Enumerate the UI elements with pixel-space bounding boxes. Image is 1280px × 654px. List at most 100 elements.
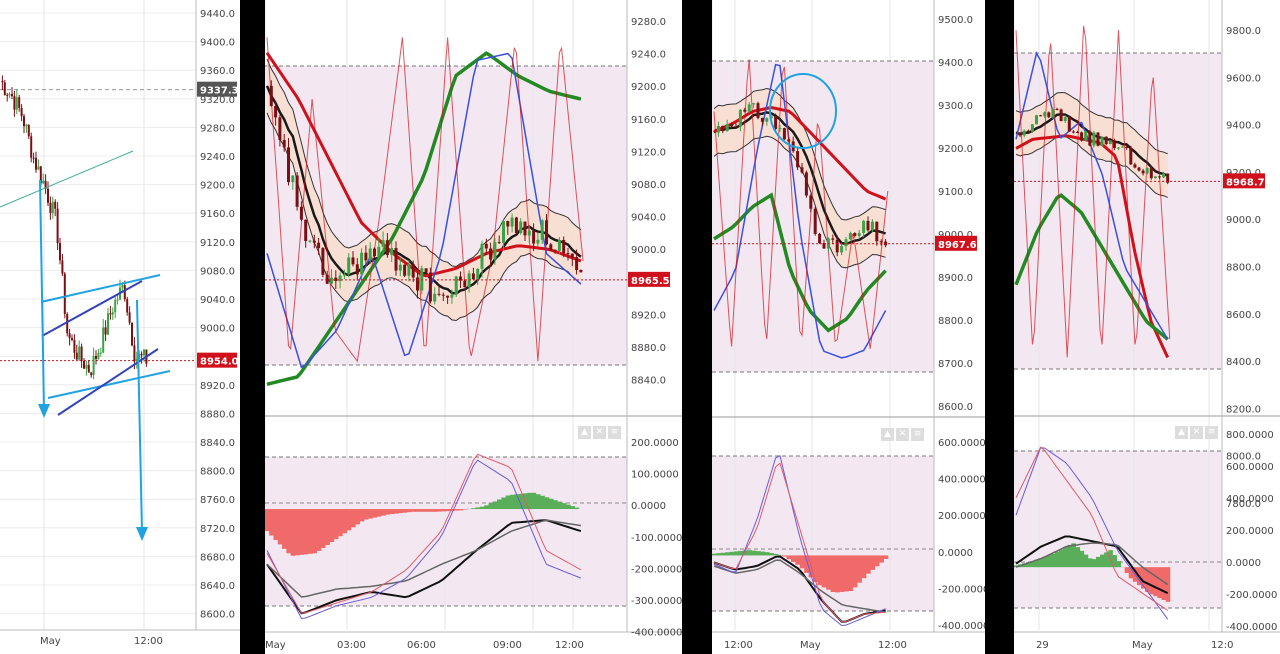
candle bbox=[527, 230, 531, 236]
indicator-move-up-icon[interactable]: ▲ bbox=[578, 426, 591, 439]
histogram-bar bbox=[337, 509, 343, 537]
histogram-bar bbox=[415, 509, 421, 512]
bollinger-band bbox=[714, 88, 886, 268]
histogram-bar bbox=[1112, 555, 1117, 568]
candle bbox=[1158, 176, 1161, 178]
candle bbox=[95, 355, 97, 359]
histogram-bar bbox=[1153, 567, 1158, 597]
candle bbox=[848, 233, 852, 240]
histogram-bar bbox=[484, 505, 489, 510]
histogram-bar bbox=[294, 509, 300, 556]
candle bbox=[514, 217, 518, 234]
green-oscillator-line bbox=[266, 51, 582, 386]
candle bbox=[27, 124, 30, 137]
histogram-bar bbox=[307, 509, 313, 554]
candle bbox=[844, 239, 848, 247]
stoch-red bbox=[266, 453, 582, 614]
indicator-settings-icon[interactable]: ≡ bbox=[1205, 426, 1218, 439]
y-axis-tick: 8700.0 bbox=[938, 359, 973, 370]
histogram-bar bbox=[755, 551, 761, 556]
histogram-bar bbox=[389, 509, 395, 515]
candle bbox=[11, 93, 13, 97]
candle bbox=[123, 285, 126, 300]
y-axis-tick: 9400.0 bbox=[938, 58, 973, 69]
chart-panel-3-svg[interactable]: 9500.0 9400.0 9300.0 9200.0 9100.0 9000.0 8900… bbox=[712, 0, 985, 654]
candle bbox=[368, 248, 372, 261]
chart-panel-2-svg[interactable]: 9280.0 9240.0 9200.0 9160.0 9120.0 9080.0 9040… bbox=[265, 0, 682, 654]
indicator-settings-icon[interactable]: ≡ bbox=[608, 426, 621, 439]
candle bbox=[553, 249, 557, 251]
candle bbox=[23, 116, 25, 127]
candle bbox=[782, 128, 786, 140]
blue-oscillator-line bbox=[266, 52, 582, 369]
y-axis-tick: 8760.0 bbox=[200, 495, 235, 506]
indicator-axis-tick: -200.0000 bbox=[938, 584, 985, 595]
histogram-bar bbox=[1116, 561, 1122, 568]
candle bbox=[532, 230, 536, 244]
indicator-shaded-zone bbox=[1014, 451, 1222, 608]
candle bbox=[1071, 131, 1075, 133]
current-price-tag-bg bbox=[1223, 173, 1265, 189]
channel-line-lower bbox=[47, 370, 171, 399]
candle bbox=[56, 208, 59, 244]
candle bbox=[287, 147, 290, 183]
y-axis-tick: 8840.0 bbox=[200, 438, 235, 449]
indicator-move-up-icon[interactable]: ▲ bbox=[881, 428, 894, 441]
candle bbox=[570, 253, 574, 258]
indicator-close-icon[interactable]: ✕ bbox=[593, 426, 606, 439]
candle bbox=[471, 273, 475, 280]
candle bbox=[334, 277, 338, 282]
candle bbox=[1100, 136, 1104, 146]
histogram-bar bbox=[712, 553, 717, 556]
candle bbox=[1063, 117, 1067, 122]
candle bbox=[347, 257, 351, 275]
histogram-bar bbox=[372, 509, 378, 518]
chart-panel-1-svg[interactable]: 9440.0 9400.0 9360.0 9320.0 9280.0 9240.0 9200… bbox=[0, 0, 240, 654]
chart-panel-2[interactable]: 9280.0 9240.0 9200.0 9160.0 9120.0 9080.0 9040… bbox=[265, 0, 682, 654]
candle bbox=[857, 233, 861, 236]
y-axis-tick: 9500.0 bbox=[938, 15, 973, 26]
indicator-axis-tick: 600.0000 bbox=[1226, 462, 1274, 473]
candle bbox=[25, 124, 28, 127]
chart-panel-4[interactable]: 9800.09600.09400.09200.09000.08800.08600… bbox=[1014, 0, 1280, 654]
arrow-head bbox=[38, 404, 50, 418]
candle bbox=[1166, 173, 1170, 183]
histogram-bar bbox=[342, 509, 348, 534]
candle bbox=[63, 273, 66, 314]
highlight-circle bbox=[769, 73, 837, 149]
histogram-bar bbox=[497, 499, 502, 510]
chart-panel-3[interactable]: 9500.0 9400.0 9300.0 9200.0 9100.0 9000.0 8900… bbox=[712, 0, 985, 654]
histogram-bar bbox=[1030, 560, 1035, 568]
histogram-bar bbox=[535, 494, 541, 510]
indicator-axis-tick: 0.0000 bbox=[938, 548, 973, 559]
indicator-close-icon[interactable]: ✕ bbox=[1190, 426, 1203, 439]
candle bbox=[13, 96, 16, 110]
current-price-tag-bg bbox=[935, 235, 977, 251]
candle bbox=[1026, 130, 1030, 132]
stoch-blue bbox=[266, 459, 582, 620]
histogram-bar bbox=[848, 555, 854, 592]
histogram-bar bbox=[813, 555, 818, 583]
candle bbox=[131, 322, 133, 346]
y-axis-tick: 9200.0 bbox=[200, 181, 235, 192]
indicator-close-icon[interactable]: ✕ bbox=[896, 428, 909, 441]
histogram-bar bbox=[1046, 555, 1052, 568]
arrow-head bbox=[136, 527, 148, 541]
histogram-bar bbox=[350, 509, 356, 528]
candle bbox=[49, 202, 52, 214]
candle bbox=[385, 240, 389, 255]
histogram-bar bbox=[518, 493, 524, 510]
chart-panel-1[interactable]: 9440.0 9400.0 9360.0 9320.0 9280.0 9240.0 9200… bbox=[0, 0, 240, 654]
indicator-move-up-icon[interactable]: ▲ bbox=[1175, 426, 1188, 439]
histogram-bar bbox=[729, 551, 735, 556]
indicator-settings-icon[interactable]: ≡ bbox=[911, 428, 924, 441]
arrow-line bbox=[39, 179, 45, 411]
chart-panel-4-svg[interactable]: 9800.09600.09400.09200.09000.08800.08600… bbox=[1014, 0, 1280, 654]
y-axis-tick: 9240.0 bbox=[200, 152, 235, 163]
green-oscillator-line bbox=[713, 192, 887, 333]
candle bbox=[312, 240, 316, 243]
y-axis-tick: 9040.0 bbox=[631, 213, 666, 224]
candle bbox=[1129, 147, 1133, 165]
histogram-bar bbox=[540, 495, 545, 510]
candle bbox=[866, 220, 870, 231]
